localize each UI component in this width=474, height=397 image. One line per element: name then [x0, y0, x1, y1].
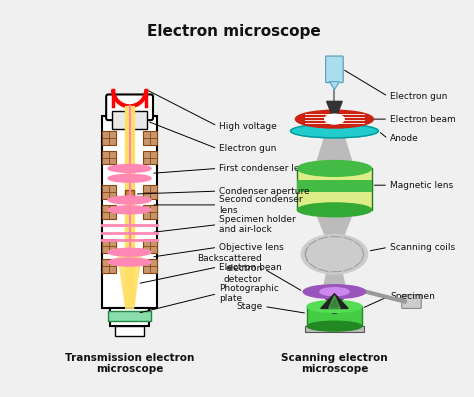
FancyBboxPatch shape: [102, 259, 116, 273]
Text: Second condenser
lens: Second condenser lens: [219, 195, 303, 215]
Ellipse shape: [325, 114, 344, 124]
Text: High voltage: High voltage: [219, 121, 277, 131]
Text: Electron beam: Electron beam: [390, 115, 456, 123]
Polygon shape: [329, 82, 339, 90]
Text: Photographic
plate: Photographic plate: [219, 284, 279, 303]
Polygon shape: [327, 101, 342, 121]
FancyBboxPatch shape: [326, 56, 343, 83]
Text: Stage: Stage: [236, 302, 262, 311]
Polygon shape: [315, 210, 354, 239]
Text: Scanning coils: Scanning coils: [390, 243, 455, 252]
Bar: [125, 190, 135, 198]
FancyBboxPatch shape: [143, 259, 157, 273]
FancyBboxPatch shape: [143, 239, 157, 253]
Ellipse shape: [307, 321, 362, 331]
FancyBboxPatch shape: [106, 94, 153, 120]
FancyBboxPatch shape: [115, 326, 144, 336]
Ellipse shape: [297, 160, 372, 176]
Ellipse shape: [303, 285, 365, 299]
Ellipse shape: [108, 196, 151, 204]
FancyBboxPatch shape: [108, 311, 151, 321]
FancyBboxPatch shape: [143, 205, 157, 219]
Ellipse shape: [320, 288, 349, 296]
Polygon shape: [321, 294, 348, 308]
Ellipse shape: [297, 203, 372, 217]
FancyBboxPatch shape: [305, 326, 364, 332]
Ellipse shape: [295, 110, 374, 128]
Text: Condenser aperture: Condenser aperture: [219, 187, 310, 196]
Ellipse shape: [108, 174, 151, 182]
Ellipse shape: [108, 164, 151, 172]
Polygon shape: [328, 296, 340, 308]
Ellipse shape: [301, 235, 368, 274]
FancyBboxPatch shape: [143, 185, 157, 199]
Text: Electron microscope: Electron microscope: [147, 25, 321, 39]
FancyBboxPatch shape: [297, 168, 372, 210]
Ellipse shape: [108, 248, 151, 256]
Text: Magnetic lens: Magnetic lens: [390, 181, 453, 190]
Text: Backscattered
electron
detector: Backscattered electron detector: [198, 254, 262, 284]
Text: Electron gun: Electron gun: [219, 144, 277, 153]
Polygon shape: [118, 254, 141, 308]
FancyBboxPatch shape: [102, 131, 116, 145]
Ellipse shape: [108, 258, 151, 266]
Text: Specimen: Specimen: [390, 292, 435, 301]
Text: Anode: Anode: [390, 134, 419, 143]
FancyBboxPatch shape: [143, 151, 157, 164]
FancyBboxPatch shape: [102, 151, 116, 164]
Text: Electron bean: Electron bean: [219, 262, 282, 272]
FancyBboxPatch shape: [102, 185, 116, 199]
FancyBboxPatch shape: [402, 295, 421, 308]
Text: Specimen holder
and air-lock: Specimen holder and air-lock: [219, 215, 296, 234]
Polygon shape: [125, 106, 135, 304]
Text: First condenser lens: First condenser lens: [219, 164, 310, 173]
Polygon shape: [323, 292, 346, 313]
FancyBboxPatch shape: [102, 205, 116, 219]
FancyBboxPatch shape: [110, 308, 149, 326]
Ellipse shape: [108, 206, 151, 214]
FancyBboxPatch shape: [102, 239, 116, 253]
Text: Scanning electron
microscope: Scanning electron microscope: [281, 353, 388, 374]
Polygon shape: [323, 273, 346, 292]
FancyBboxPatch shape: [143, 131, 157, 145]
FancyBboxPatch shape: [307, 306, 362, 326]
Text: Objective lens: Objective lens: [219, 243, 284, 252]
Polygon shape: [315, 137, 354, 168]
FancyBboxPatch shape: [112, 111, 147, 129]
Ellipse shape: [307, 301, 362, 312]
FancyBboxPatch shape: [297, 180, 372, 192]
FancyBboxPatch shape: [102, 116, 157, 308]
Text: Transmission electron
microscope: Transmission electron microscope: [65, 353, 194, 374]
Ellipse shape: [291, 124, 378, 138]
Text: Electron gun: Electron gun: [390, 92, 447, 101]
